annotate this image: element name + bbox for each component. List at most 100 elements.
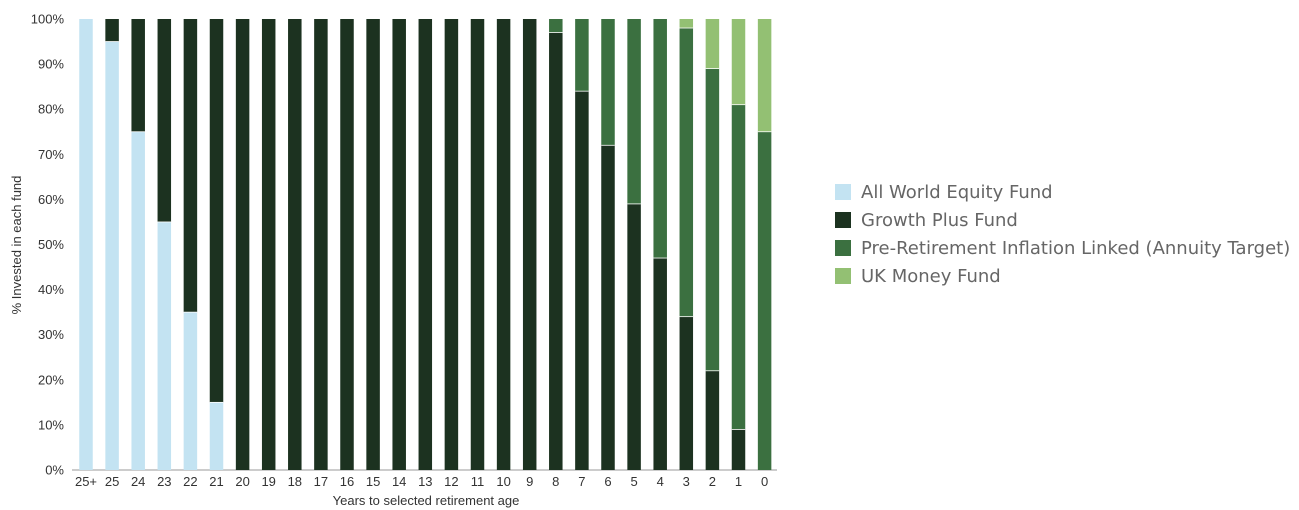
y-tick-label: 0% [45, 463, 64, 478]
x-tick-label: 1 [735, 474, 742, 489]
x-tick-label: 19 [261, 474, 275, 489]
x-tick-label: 10 [496, 474, 510, 489]
bar-segment-series-1 [157, 19, 172, 222]
bar-segment-series-1 [366, 19, 380, 470]
bar-segment-series-2 [679, 28, 694, 317]
x-tick-label: 16 [340, 474, 354, 489]
x-axis-ticks: 25+ 25 24 23 22 21 20 19 18 17 16 15 14 13 12 11 10 9 8 7 6 5… [75, 474, 768, 489]
bar-segment-series-1 [705, 370, 720, 470]
bar-segment-series-1 [235, 19, 250, 470]
x-tick-label: 12 [444, 474, 458, 489]
bar-segment-series-2 [757, 131, 772, 470]
legend: All World Equity Fund Growth Plus Fund Pre… [835, 178, 1290, 290]
bar-segment-series-3 [705, 19, 720, 69]
y-tick-label: 60% [38, 192, 64, 207]
x-tick-label: 23 [157, 474, 171, 489]
bar-segment-series-1 [470, 19, 485, 470]
y-axis-ticks: 0% 10% 20% 30% 40% 50% 60% 70% 80% 90% 100% [31, 12, 65, 478]
legend-swatch [835, 184, 851, 200]
legend-item: Growth Plus Fund [835, 206, 1290, 234]
x-tick-label: 25 [105, 474, 119, 489]
bar-segment-series-2 [549, 19, 563, 33]
bar-segment-series-3 [731, 19, 746, 105]
bar-segment-series-1 [340, 19, 354, 470]
y-tick-label: 90% [38, 57, 64, 72]
x-tick-label: 11 [471, 474, 485, 489]
bar-segment-series-1 [105, 19, 119, 42]
bar-segment-series-2 [575, 19, 589, 92]
x-tick-label: 6 [604, 474, 611, 489]
legend-swatch [835, 268, 851, 284]
legend-label: UK Money Fund [861, 265, 1001, 287]
legend-item: UK Money Fund [835, 262, 1290, 290]
bar-segment-series-1 [314, 19, 328, 470]
legend-label: Growth Plus Fund [861, 209, 1018, 231]
legend-swatch [835, 240, 851, 256]
bar-segment-series-2 [705, 68, 720, 371]
bar-segment-series-1 [183, 19, 198, 313]
x-tick-label: 0 [761, 474, 768, 489]
y-tick-label: 30% [38, 327, 64, 342]
x-tick-label: 5 [630, 474, 637, 489]
y-tick-label: 100% [31, 12, 65, 27]
bar-segment-series-1 [418, 19, 433, 470]
x-tick-label: 3 [683, 474, 690, 489]
x-tick-label: 9 [526, 474, 533, 489]
bar-segment-series-1 [522, 19, 537, 470]
x-tick-label: 18 [288, 474, 302, 489]
x-tick-label: 8 [552, 474, 559, 489]
legend-label: All World Equity Fund [861, 181, 1053, 203]
bar-segment-series-1 [209, 19, 224, 403]
bar-segment-series-1 [392, 19, 406, 470]
x-tick-label: 7 [578, 474, 585, 489]
legend-swatch [835, 212, 851, 228]
bar-segment-series-0 [183, 312, 198, 470]
bar-segment-series-1 [653, 258, 667, 470]
bar-segment-series-1 [575, 91, 589, 470]
bar-segment-series-1 [288, 19, 302, 470]
y-tick-label: 80% [38, 102, 64, 117]
x-tick-label: 20 [235, 474, 249, 489]
bar-segment-series-0 [157, 221, 172, 470]
x-tick-label: 24 [131, 474, 145, 489]
x-axis-title: Years to selected retirement age [333, 493, 520, 508]
legend-item: Pre-Retirement Inflation Linked (Annuity… [835, 234, 1290, 262]
y-tick-label: 40% [38, 282, 64, 297]
x-tick-label: 17 [314, 474, 328, 489]
bar-segment-series-1 [261, 19, 276, 470]
bar-segment-series-1 [679, 316, 694, 470]
y-tick-label: 70% [38, 147, 64, 162]
x-tick-label: 14 [392, 474, 406, 489]
legend-label: Pre-Retirement Inflation Linked (Annuity… [861, 237, 1291, 259]
x-tick-label: 13 [418, 474, 432, 489]
bar-segment-series-1 [601, 145, 615, 470]
bar-segment-series-1 [731, 429, 746, 470]
y-axis-title: % Invested in each fund [9, 176, 24, 315]
bar-segment-series-0 [131, 131, 145, 470]
bar-segment-series-3 [757, 19, 772, 132]
bar-segment-series-1 [627, 203, 641, 470]
bar-segment-series-0 [209, 402, 224, 470]
bar-segment-series-0 [79, 19, 93, 470]
bar-segment-series-1 [549, 32, 563, 470]
x-tick-label: 21 [209, 474, 223, 489]
bar-segment-series-2 [627, 19, 641, 204]
bar-segment-series-1 [131, 19, 145, 132]
bar-segment-series-3 [679, 19, 694, 29]
y-tick-label: 20% [38, 372, 64, 387]
x-tick-label: 22 [183, 474, 197, 489]
x-tick-label: 15 [366, 474, 380, 489]
x-tick-label: 2 [709, 474, 716, 489]
bar-segment-series-2 [601, 19, 615, 146]
x-tick-label: 4 [657, 474, 664, 489]
bar-segment-series-1 [444, 19, 459, 470]
bars [79, 19, 772, 471]
bar-segment-series-2 [653, 19, 667, 259]
y-tick-label: 50% [38, 237, 64, 252]
x-tick-label: 25+ [75, 474, 97, 489]
bar-segment-series-1 [496, 19, 511, 470]
bar-segment-series-0 [105, 41, 119, 471]
y-tick-label: 10% [38, 417, 64, 432]
bar-segment-series-2 [731, 104, 746, 430]
